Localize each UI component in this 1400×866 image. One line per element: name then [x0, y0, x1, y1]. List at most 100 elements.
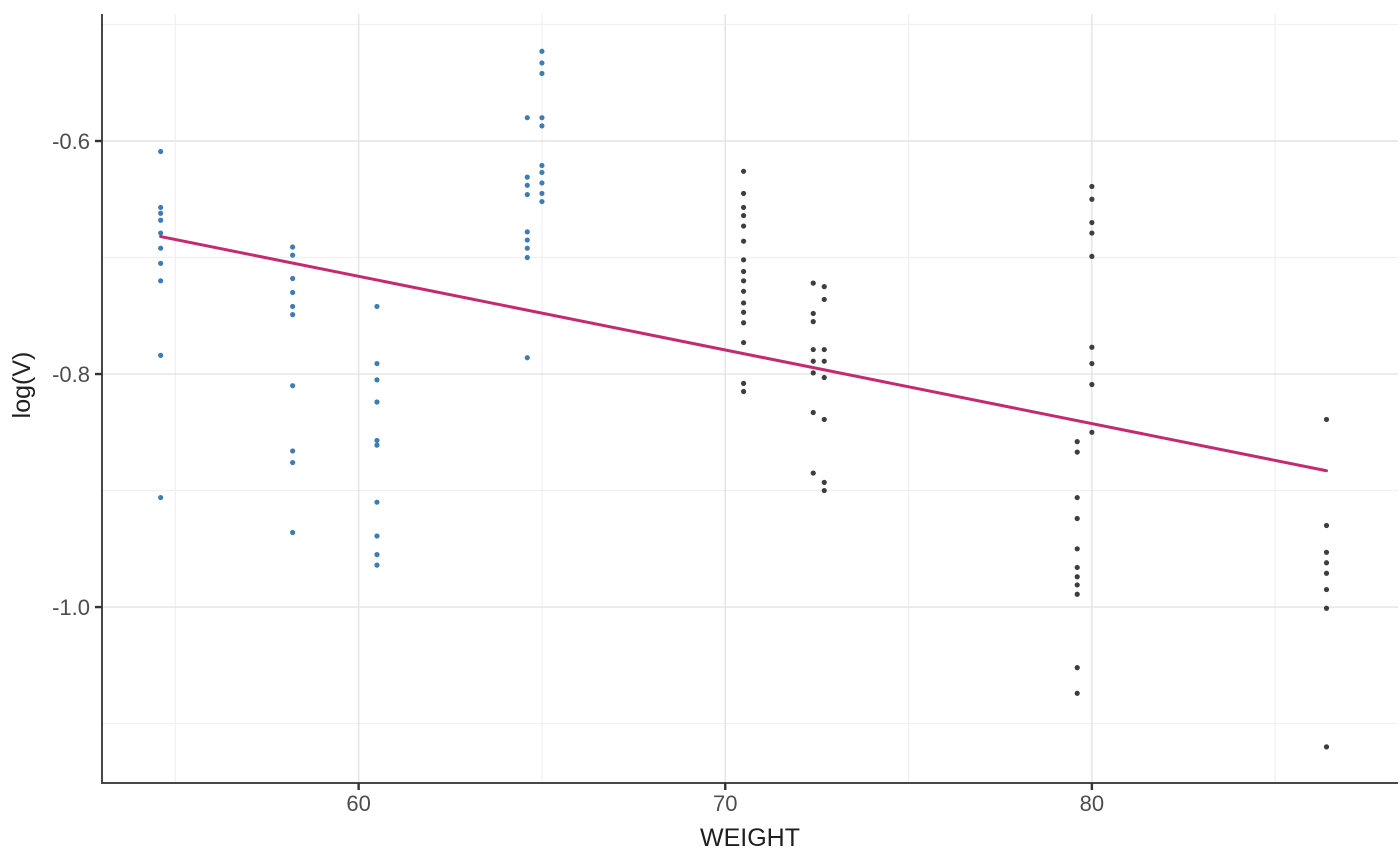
data-point [374, 377, 380, 383]
data-point [1323, 586, 1330, 593]
data-point [740, 309, 747, 315]
data-point [1323, 416, 1330, 423]
data-point [1074, 665, 1080, 671]
data-point [524, 254, 530, 261]
data-point [1089, 429, 1095, 435]
data-point [1089, 253, 1095, 259]
data-point [539, 48, 545, 54]
data-point [374, 499, 380, 505]
data-point [1074, 515, 1080, 522]
data-point [158, 204, 164, 211]
major-gridlines [102, 14, 1398, 783]
data-point [539, 180, 545, 186]
data-point [539, 115, 545, 121]
data-point [1323, 605, 1330, 611]
data-point [290, 459, 296, 466]
data-point [740, 212, 747, 219]
axes-layer [95, 14, 1398, 790]
data-point [821, 358, 827, 364]
data-point [158, 352, 164, 358]
y-axis-title: log(V) [8, 352, 36, 419]
data-point [740, 223, 747, 229]
data-point [821, 479, 827, 485]
data-point [1323, 522, 1330, 529]
y-tick-label: -1.0 [52, 595, 90, 620]
data-point [810, 470, 816, 476]
data-point [158, 278, 164, 284]
data-point [740, 204, 747, 211]
x-tick-label: 70 [713, 791, 737, 816]
data-point [158, 217, 164, 223]
data-point [740, 380, 747, 386]
data-point [1074, 546, 1080, 552]
data-point [290, 252, 296, 258]
data-point [524, 191, 530, 198]
data-point [1323, 744, 1330, 750]
x-tick-label: 80 [1080, 791, 1104, 816]
data-point [1074, 574, 1080, 580]
data-point [740, 388, 747, 395]
data-point [740, 268, 747, 275]
data-point [821, 296, 827, 303]
data-point [1089, 360, 1095, 367]
data-point [374, 442, 380, 448]
data-point [524, 174, 530, 180]
data-point [524, 229, 530, 235]
data-point [1323, 560, 1330, 566]
regression-line [159, 235, 1329, 473]
data-point [290, 312, 296, 318]
data-point [158, 494, 164, 501]
data-point [374, 399, 380, 405]
data-point [539, 198, 545, 205]
data-point [1323, 570, 1330, 576]
data-point [1089, 219, 1095, 226]
data-point [158, 230, 164, 236]
data-point [1089, 230, 1095, 236]
data-point [810, 319, 816, 325]
data-point [810, 409, 816, 416]
data-point [539, 70, 545, 77]
data-point [290, 529, 296, 536]
data-point [290, 383, 296, 389]
data-point [1074, 582, 1080, 588]
data-point [1074, 449, 1080, 455]
data-point [1074, 690, 1080, 696]
data-point [374, 437, 380, 444]
data-point [524, 115, 530, 121]
data-point [539, 169, 545, 176]
data-point [810, 358, 816, 364]
data-point [539, 162, 545, 169]
data-point [158, 260, 164, 266]
tick-labels-layer: 60 70 80 -0.6 -0.8 -1.0 [52, 129, 1104, 816]
data-point [810, 280, 816, 286]
y-tick-label: -0.8 [52, 362, 90, 387]
data-point [740, 288, 747, 294]
data-point [374, 303, 380, 310]
data-point [1089, 183, 1095, 190]
data-point [1089, 196, 1095, 202]
data-point [810, 310, 816, 317]
data-point [1089, 381, 1095, 388]
data-point [524, 182, 530, 188]
data-point [290, 244, 296, 250]
data-point [290, 289, 296, 296]
data-point [524, 245, 530, 251]
data-point [374, 360, 380, 367]
data-point [374, 552, 380, 558]
data-point [1323, 549, 1330, 555]
data-point [821, 346, 827, 353]
data-point [740, 238, 747, 244]
data-point [158, 245, 164, 251]
data-point [810, 346, 816, 353]
data-point [740, 278, 747, 284]
data-point [821, 284, 827, 290]
data-point [1074, 591, 1080, 597]
data-point [524, 237, 530, 243]
data-point [740, 339, 747, 346]
data-point [821, 416, 827, 423]
data-point [810, 370, 816, 376]
minor-gridlines [102, 14, 1398, 783]
data-point [1074, 439, 1080, 445]
